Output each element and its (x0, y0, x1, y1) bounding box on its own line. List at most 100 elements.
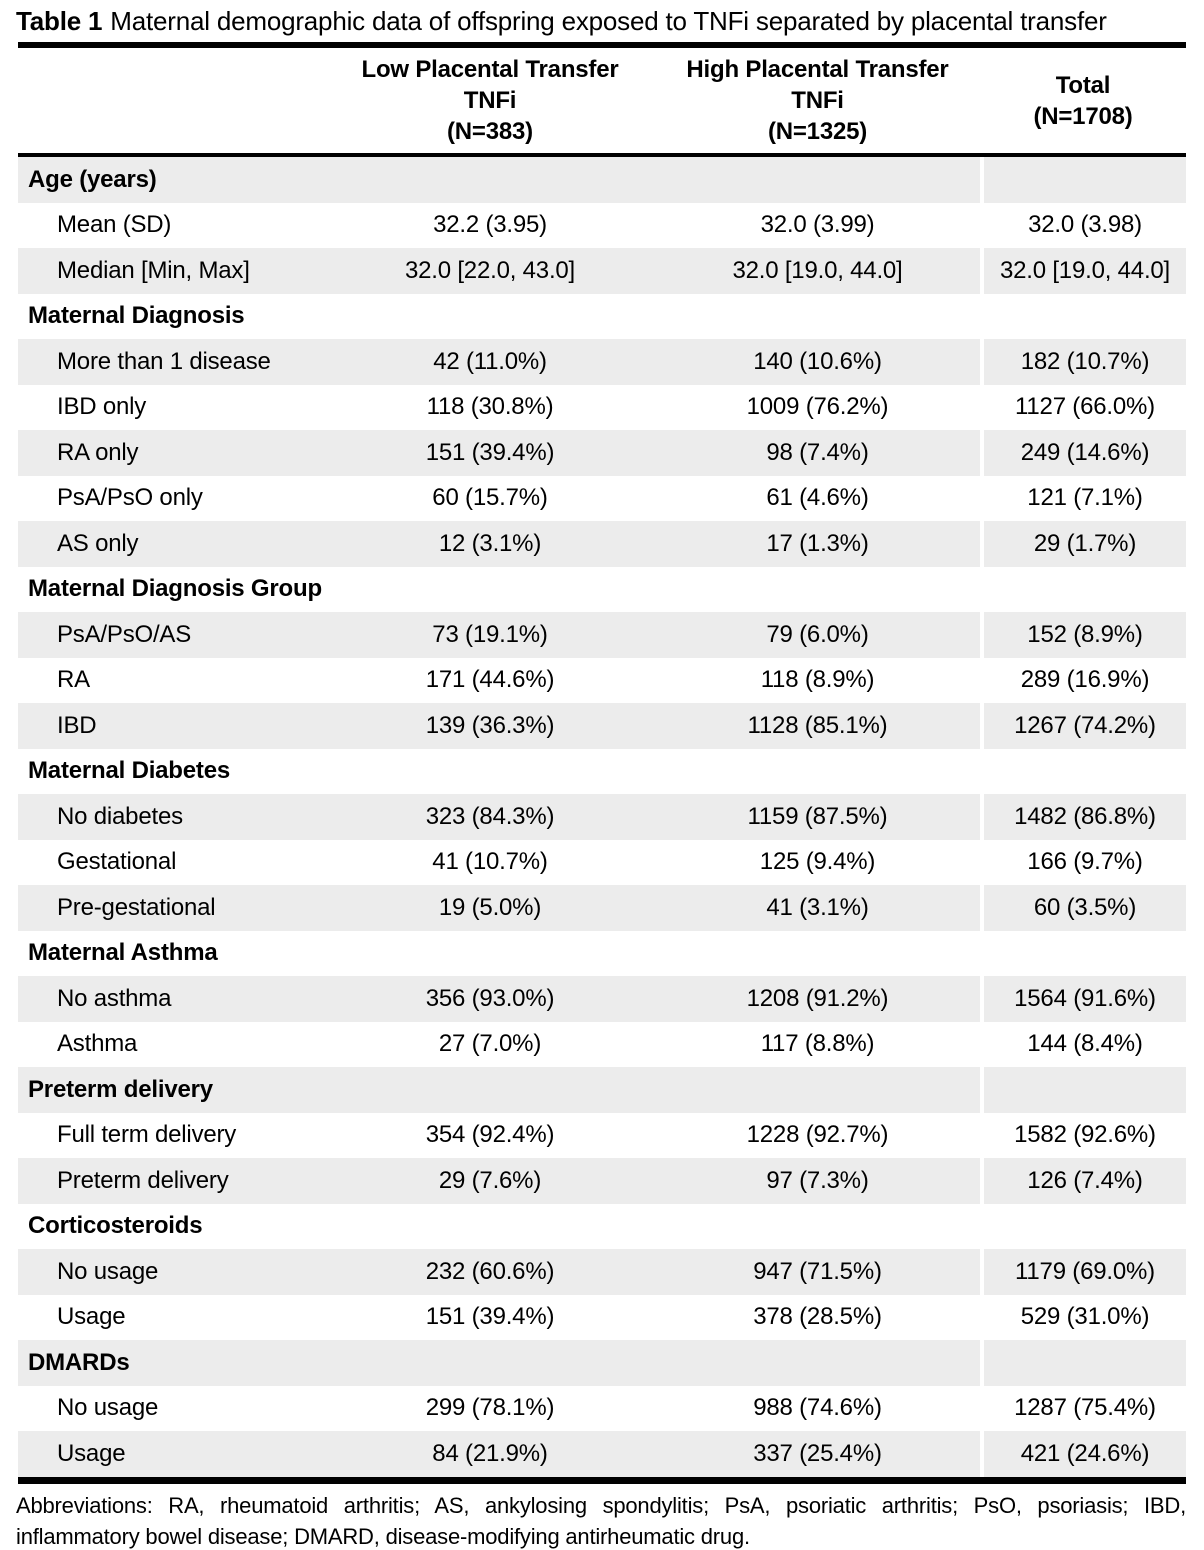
data-cell-total: 421 (24.6%) (980, 1431, 1186, 1477)
section-header-label: Maternal Diagnosis (28, 302, 245, 330)
data-cell-total: 32.0 (3.98) (980, 202, 1186, 248)
data-cell-total (980, 930, 1186, 976)
row-label: Asthma (57, 1030, 138, 1058)
row-label: AS only (57, 529, 139, 557)
data-cell-high-placental-transfer: 79 (6.0%) (766, 620, 869, 648)
data-cell-low-placental-transfer: 151 (39.4%) (425, 438, 555, 466)
section-header-row: DMARDs (18, 1340, 1186, 1386)
data-cell-total: 289 (16.9%) (980, 657, 1186, 703)
table-row: Gestational 41 (10.7%) 125 (9.4%) 166 (9.7%… (18, 839, 1186, 885)
column-header-line: (N=1325) (767, 118, 868, 145)
data-cell-low-placental-transfer: 118 (30.8%) (426, 393, 554, 421)
data-cell-total: 1127 (66.0%) (980, 384, 1186, 430)
section-header-label: Maternal Diagnosis Group (28, 575, 322, 603)
data-cell-high-placental-transfer: 98 (7.4%) (766, 438, 869, 466)
data-cell-low-placental-transfer: 19 (5.0%) (438, 893, 542, 921)
data-cell-low-placental-transfer: 27 (7.0%) (438, 1030, 542, 1058)
data-cell-low-placental-transfer: 12 (3.1%) (438, 529, 542, 557)
table-row: No asthma 356 (93.0%) 1208 (91.2%) 1564 (91… (18, 976, 1186, 1022)
row-label: Usage (57, 1303, 126, 1331)
row-label: IBD (57, 711, 97, 739)
data-cell-total: 121 (7.1%) (980, 475, 1186, 521)
table-caption: Maternal demographic data of offspring e… (110, 6, 1107, 36)
column-header-high-placental-transfer: High Placental Transfer TNFi (N=1325) (655, 48, 980, 153)
data-cell-low-placental-transfer (325, 567, 655, 613)
data-cell-high-placental-transfer: 32.0 [19.0, 44.0] (732, 256, 903, 284)
column-header-low-placental-transfer: Low Placental Transfer TNFi (N=383) (325, 48, 655, 153)
table-row: Preterm delivery 29 (7.6%) 97 (7.3%) 126 (7… (18, 1158, 1186, 1204)
table-row: Pre-gestational 19 (5.0%) 41 (3.1%) 60 (3.5… (18, 885, 1186, 931)
data-cell-high-placental-transfer: 41 (3.1%) (766, 893, 869, 921)
table-row: Usage 151 (39.4%) 378 (28.5%) 529 (31.0%) (18, 1294, 1186, 1340)
table-number-label: Table 1 (16, 6, 103, 36)
table-row: PsA/PsO only 60 (15.7%) 61 (4.6%) 121 (7.1%… (18, 475, 1186, 521)
data-cell-total: 182 (10.7%) (980, 339, 1186, 385)
data-cell-high-placental-transfer (655, 1340, 980, 1386)
data-cell-high-placental-transfer (655, 294, 980, 340)
row-label: Pre-gestational (57, 893, 216, 921)
data-cell-low-placental-transfer: 299 (78.1%) (425, 1394, 555, 1422)
table-row: No diabetes 323 (84.3%) 1159 (87.5%) 1482 (… (18, 794, 1186, 840)
column-header-line: (N=1708) (1033, 102, 1133, 130)
data-cell-high-placental-transfer: 125 (9.4%) (759, 848, 876, 876)
data-cell-high-placental-transfer: 947 (71.5%) (753, 1257, 882, 1285)
section-header-row: Maternal Diagnosis Group (18, 566, 1186, 613)
abbreviations-footnote: Abbreviations: RA, rheumatoid arthritis;… (16, 1492, 1186, 1549)
data-cell-total: 29 (1.7%) (980, 521, 1186, 567)
data-cell-low-placental-transfer: 41 (10.7%) (432, 848, 548, 876)
header-spacer-cell (18, 48, 325, 153)
row-label: No diabetes (57, 802, 183, 830)
table-row: IBD only 118 (30.8%) 1009 (76.2%) 1127 (66.… (18, 384, 1186, 430)
data-cell-high-placental-transfer (655, 931, 980, 977)
row-label: More than 1 disease (57, 347, 271, 375)
data-cell-high-placental-transfer: 97 (7.3%) (766, 1166, 869, 1194)
data-cell-total (980, 1067, 1186, 1113)
data-cell-total: 32.0 [19.0, 44.0] (980, 248, 1186, 294)
top-rule (18, 42, 1186, 48)
data-cell-low-placental-transfer: 232 (60.6%) (425, 1257, 555, 1285)
data-cell-total (980, 1340, 1186, 1386)
data-cell-total (980, 566, 1186, 612)
data-cell-high-placental-transfer: 140 (10.6%) (753, 347, 882, 375)
data-cell-total (980, 157, 1186, 203)
row-label: Gestational (57, 848, 177, 876)
row-label: Usage (57, 1439, 126, 1467)
data-cell-low-placental-transfer (325, 294, 655, 340)
table-row: Asthma 27 (7.0%) 117 (8.8%) 144 (8.4%) (18, 1021, 1186, 1067)
data-cell-low-placental-transfer (325, 1067, 655, 1113)
data-cell-low-placental-transfer: 73 (19.1%) (432, 620, 548, 648)
section-header-label: Maternal Asthma (28, 939, 218, 967)
row-label: No usage (57, 1394, 159, 1422)
data-cell-low-placental-transfer (325, 157, 655, 203)
data-cell-low-placental-transfer (325, 1204, 655, 1250)
data-cell-low-placental-transfer: 356 (93.0%) (425, 984, 555, 1012)
data-cell-total: 126 (7.4%) (980, 1158, 1186, 1204)
data-cell-high-placental-transfer (655, 749, 980, 795)
data-cell-high-placental-transfer: 1009 (76.2%) (746, 393, 889, 421)
table-row: AS only 12 (3.1%) 17 (1.3%) 29 (1.7%) (18, 521, 1186, 567)
section-header-label: DMARDs (28, 1348, 130, 1376)
data-cell-total (980, 748, 1186, 794)
data-cell-total: 1564 (91.6%) (980, 976, 1186, 1022)
section-header-label: Preterm delivery (28, 1075, 213, 1103)
row-label: Preterm delivery (57, 1166, 229, 1194)
data-cell-high-placental-transfer: 1208 (91.2%) (746, 984, 889, 1012)
data-cell-high-placental-transfer: 117 (8.8%) (760, 1030, 875, 1058)
data-cell-high-placental-transfer: 988 (74.6%) (753, 1394, 882, 1422)
data-cell-low-placental-transfer: 32.0 [22.0, 43.0] (404, 256, 576, 284)
data-cell-total: 1482 (86.8%) (980, 794, 1186, 840)
data-cell-total (980, 293, 1186, 339)
data-cell-low-placental-transfer (325, 749, 655, 795)
bottom-rule (18, 1476, 1186, 1484)
table-row: Mean (SD) 32.2 (3.95) 32.0 (3.99) 32.0 (3.9… (18, 202, 1186, 248)
data-cell-total: 1582 (92.6%) (980, 1112, 1186, 1158)
table-row: Usage 84 (21.9%) 337 (25.4%) 421 (24.6%) (18, 1431, 1186, 1477)
section-header-row: Corticosteroids (18, 1203, 1186, 1250)
table-row: No usage 232 (60.6%) 947 (71.5%) 1179 (69.0… (18, 1249, 1186, 1295)
column-header-line: TNFi (791, 87, 844, 114)
column-header-line: Total (1055, 71, 1111, 99)
data-cell-high-placental-transfer: 378 (28.5%) (753, 1303, 882, 1331)
table-body: Age (years) Mean (SD) 32.2 (3.95) 32.0 (3.9… (0, 157, 1204, 1477)
data-cell-low-placental-transfer (325, 1340, 655, 1386)
data-cell-high-placental-transfer (655, 1067, 980, 1113)
